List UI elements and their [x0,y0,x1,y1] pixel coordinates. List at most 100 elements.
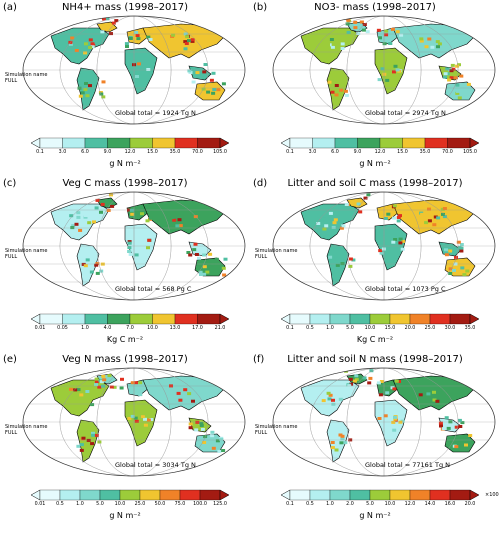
grid-cell [401,239,406,243]
grid-cell [124,42,129,46]
colorbar-tick-label: 21.0 [214,326,226,331]
map-panel: (c) Veg C mass (1998–2017) Simulation name… [3,178,247,353]
colorbar-tick-label: 12.0 [124,150,136,155]
grid-cell [394,379,399,383]
grid-cell [130,414,135,418]
grid-cell [128,37,133,40]
continent-shape [50,203,110,241]
colorbar-segment [84,313,108,325]
colorbar-tick-label: 75.0 [174,502,186,507]
panel-title: Veg N mass (1998–2017) [62,354,188,365]
grid-cell [120,377,124,381]
grid-cell [222,273,227,277]
colorbar-tick-label: 20.0 [464,502,476,507]
grid-cell [454,425,459,429]
grid-cell [140,415,145,419]
grid-cell [85,94,90,98]
grid-cell [129,208,134,212]
graticule-meridian [96,368,172,476]
grid-cell [392,428,397,432]
grid-cell [209,78,214,82]
grid-cell [221,266,226,270]
colorbar-tick-label: 1.0 [81,326,89,331]
grid-cell [392,204,397,208]
grid-cell [145,219,150,223]
grid-cell [206,83,211,87]
grid-cell [382,72,387,76]
grid-cell [330,90,335,94]
grid-cell [393,417,398,421]
grid-cell [70,36,75,40]
continent-shape [124,47,158,95]
colorbar-tick-label: 15.0 [397,150,408,155]
grid-cell [183,388,188,392]
colorbar-tick-label: 0.5 [56,502,64,507]
grid-cell [446,426,451,430]
grid-cell [435,399,440,403]
grid-cell [78,94,83,98]
panel-letter: (b) [253,2,268,13]
colorbar-segment [174,313,198,325]
global-total: Global total = 1924 Tg N [115,109,196,117]
map-border [22,367,246,477]
grid-cell [197,256,201,260]
continent-shape [374,399,408,447]
grid-cell [442,215,447,219]
grid-cell [221,82,226,86]
grid-cell [455,89,460,93]
grid-cell [399,33,404,37]
grid-cell [322,217,327,221]
grid-cell [134,253,139,257]
map-border [22,191,246,301]
grid-cell [133,416,138,420]
grid-cell [109,32,113,36]
map-border [272,15,496,125]
panel-title: Veg C mass (1998–2017) [62,178,188,189]
grid-cell [363,196,368,200]
grid-cell [84,42,88,46]
grid-cell [352,379,357,383]
grid-cell [322,227,327,231]
grid-cell [334,93,339,97]
grid-cell [203,435,208,439]
grid-cell [462,273,467,277]
colorbar-segment [409,489,431,501]
colorbar-segment [107,313,131,325]
grid-cell [361,28,366,32]
grid-cell [392,70,396,74]
global-total: Global total = 1073 Pg C [365,285,446,293]
grid-cell [334,448,339,452]
colorbar-max-arrow [469,313,479,325]
grid-cell [333,218,338,222]
grid-cell [362,376,367,380]
colorbar-ticks: 0.1 0.5 1.0 2.0 5.0 10.0 12.0 14.0 16.0 20.0 [281,502,479,510]
colorbar-segment [62,137,86,149]
grid-cell [395,30,400,34]
grid-cell [390,27,395,31]
grid-cell [426,392,431,396]
grid-cell [384,29,389,33]
panel-letter: (e) [3,354,17,365]
grid-cell [192,248,197,252]
grid-cell [424,45,429,49]
colorbar-segment [79,489,101,501]
colorbar-tick-label: 6.0 [331,150,339,155]
grid-cell [187,392,192,396]
grid-cell [398,241,403,245]
grid-cell [383,414,388,418]
simulation-label: Simulation name FULL [5,248,47,260]
grid-cell [195,420,200,424]
grid-cell [143,423,148,427]
grid-cell [400,247,405,251]
colorbar-tick-label: 17.0 [192,326,203,331]
grid-cell [99,269,104,273]
grid-cell [324,224,329,228]
grid-cell [210,430,215,434]
grid-cell [385,78,390,82]
colorbar-segment [107,137,131,149]
grid-cell [68,40,73,44]
grid-cell [354,374,359,378]
grid-cell [445,67,450,71]
grid-cell [464,443,468,447]
grid-cell [344,203,349,206]
